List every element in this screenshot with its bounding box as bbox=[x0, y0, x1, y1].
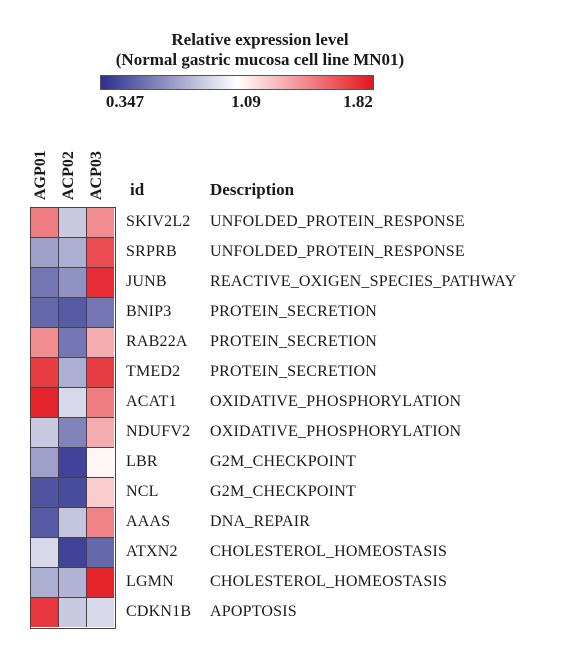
heatmap-cell bbox=[59, 568, 87, 598]
heatmap-cell bbox=[59, 478, 87, 508]
row-id-label: JUNB bbox=[126, 273, 167, 290]
heatmap-cell bbox=[31, 508, 59, 538]
color-scale-bar bbox=[100, 75, 374, 90]
heatmap-cell bbox=[87, 598, 114, 627]
row-id-label: RAB22A bbox=[126, 333, 188, 350]
id-header: id bbox=[130, 180, 145, 199]
row-description-label: REACTIVE_OXIGEN_SPECIES_PATHWAY bbox=[210, 273, 517, 290]
heatmap-cell bbox=[31, 448, 59, 478]
heatmap-cell bbox=[31, 238, 59, 268]
heatmap-cell bbox=[87, 538, 114, 568]
legend-title: Relative expression level bbox=[171, 30, 349, 49]
heatmap-cell bbox=[59, 418, 87, 448]
row-id-label: LBR bbox=[126, 453, 158, 470]
heatmap-cell bbox=[87, 298, 114, 328]
row-description-label: G2M_CHECKPOINT bbox=[210, 453, 356, 470]
row-description-label: APOPTOSIS bbox=[210, 603, 297, 620]
row-id-label: LGMN bbox=[126, 573, 174, 590]
row-description-label: PROTEIN_SECRETION bbox=[210, 333, 377, 350]
row-id-label: ATXN2 bbox=[126, 543, 178, 560]
row-id-label: TMED2 bbox=[126, 363, 181, 380]
row-description-label: OXIDATIVE_PHOSPHORYLATION bbox=[210, 393, 462, 410]
row-id-label: SRPRB bbox=[126, 243, 177, 260]
legend-min-label: 0.347 bbox=[105, 92, 145, 111]
heatmap-cell bbox=[31, 358, 59, 388]
heatmap-cell bbox=[87, 448, 114, 478]
row-id-label: ACAT1 bbox=[126, 393, 177, 410]
heatmap-cell bbox=[87, 478, 114, 508]
row-description-label: UNFOLDED_PROTEIN_RESPONSE bbox=[210, 243, 465, 260]
heatmap-cell bbox=[87, 358, 114, 388]
heatmap-cell bbox=[31, 418, 59, 448]
heatmap-cell bbox=[87, 418, 114, 448]
heatmap-cell bbox=[59, 538, 87, 568]
row-id-label: NCL bbox=[126, 483, 159, 500]
heatmap-cell bbox=[31, 538, 59, 568]
heatmap-cell bbox=[31, 388, 59, 418]
heatmap-cell bbox=[31, 328, 59, 358]
row-id-label: NDUFV2 bbox=[126, 423, 191, 440]
row-description-label: CHOLESTEROL_HOMEOSTASIS bbox=[210, 543, 448, 560]
heatmap-cell bbox=[59, 448, 87, 478]
heatmap-cell bbox=[31, 568, 59, 598]
row-description-label: UNFOLDED_PROTEIN_RESPONSE bbox=[210, 213, 465, 230]
heatmap-grid bbox=[30, 207, 116, 629]
heatmap-cell bbox=[31, 478, 59, 508]
heatmap-cell bbox=[87, 208, 114, 238]
heatmap-cell bbox=[31, 298, 59, 328]
heatmap-cell bbox=[31, 208, 59, 238]
column-label-acp02: ACP02 bbox=[60, 151, 77, 200]
heatmap-cell bbox=[59, 328, 87, 358]
heatmap-cell bbox=[31, 598, 59, 627]
row-description-label: DNA_REPAIR bbox=[210, 513, 311, 530]
heatmap-cell bbox=[87, 238, 114, 268]
heatmap-cell bbox=[87, 388, 114, 418]
heatmap-cell bbox=[87, 508, 114, 538]
row-id-label: BNIP3 bbox=[126, 303, 172, 320]
heatmap-cell bbox=[59, 238, 87, 268]
row-id-label: CDKN1B bbox=[126, 603, 192, 620]
heatmap-cell bbox=[59, 358, 87, 388]
column-label-agp01: AGP01 bbox=[32, 150, 49, 200]
row-description-label: G2M_CHECKPOINT bbox=[210, 483, 356, 500]
legend-mid-label: 1.09 bbox=[231, 92, 261, 111]
heatmap-cell bbox=[31, 268, 59, 298]
description-header: Description bbox=[210, 180, 295, 199]
row-description-label: CHOLESTEROL_HOMEOSTASIS bbox=[210, 573, 448, 590]
column-label-acp03: ACP03 bbox=[88, 151, 105, 200]
heatmap-cell bbox=[59, 298, 87, 328]
row-id-label: AAAS bbox=[126, 513, 171, 530]
row-description-label: PROTEIN_SECRETION bbox=[210, 303, 377, 320]
legend-max-label: 1.82 bbox=[343, 92, 373, 111]
heatmap-cell bbox=[59, 388, 87, 418]
heatmap-cell bbox=[59, 268, 87, 298]
heatmap-cell bbox=[59, 598, 87, 627]
row-description-label: PROTEIN_SECRETION bbox=[210, 363, 377, 380]
legend-subtitle: (Normal gastric mucosa cell line MN01) bbox=[115, 50, 405, 69]
heatmap-cell bbox=[59, 208, 87, 238]
row-id-label: SKIV2L2 bbox=[126, 213, 191, 230]
heatmap-cell bbox=[87, 268, 114, 298]
row-description-label: OXIDATIVE_PHOSPHORYLATION bbox=[210, 423, 462, 440]
heatmap-cell bbox=[87, 328, 114, 358]
heatmap-cell bbox=[87, 568, 114, 598]
heatmap-cell bbox=[59, 508, 87, 538]
